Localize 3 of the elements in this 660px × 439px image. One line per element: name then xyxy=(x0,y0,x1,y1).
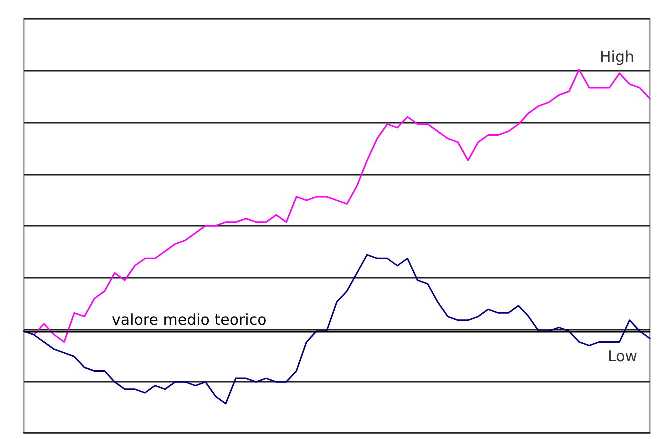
series-label: High xyxy=(600,48,634,66)
series-label: Low xyxy=(608,348,638,366)
ref-line-label: valore medio teorico xyxy=(112,310,267,329)
